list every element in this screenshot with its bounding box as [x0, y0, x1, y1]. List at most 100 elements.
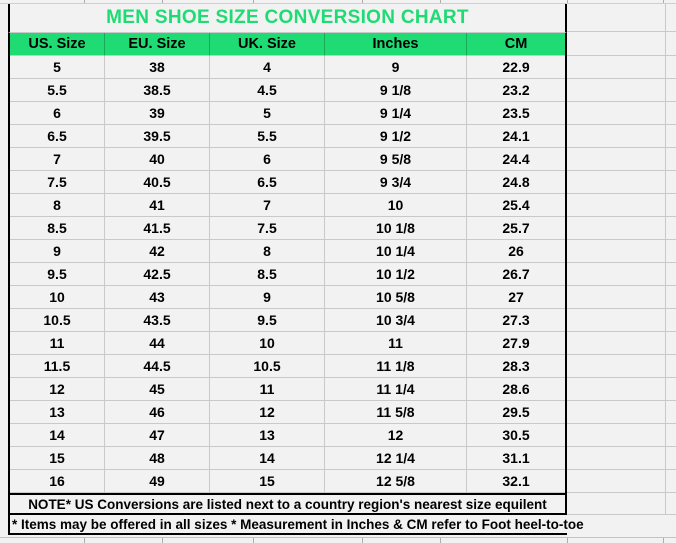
empty-cell: [567, 56, 676, 79]
table-cell: 43: [105, 286, 210, 309]
column-gridline-tick: [440, 538, 441, 543]
table-cell: 39.5: [105, 125, 210, 148]
table-cell: 12 5/8: [325, 470, 467, 493]
table-cell: 40: [105, 148, 210, 171]
empty-column: [567, 4, 676, 515]
table-cell: 12 1/4: [325, 447, 467, 470]
column-gridline-tick: [567, 0, 568, 3]
table-cell: 10.5: [10, 309, 105, 332]
note-text-2: * Items may be offered in all sizes * Me…: [12, 516, 584, 532]
table-cell: 27.9: [467, 332, 565, 355]
table-row: 6 39 5 9 1/4 23.5: [8, 102, 567, 125]
table-cell: 8.5: [210, 263, 325, 286]
table-cell: 5.5: [10, 79, 105, 102]
table-cell: 5: [10, 56, 105, 79]
bottom-row-sliver: [0, 535, 676, 543]
table-cell: 10.5: [210, 355, 325, 378]
table-cell: 38: [105, 56, 210, 79]
table-cell: 42.5: [105, 263, 210, 286]
table-cell: 10 1/2: [325, 263, 467, 286]
empty-cell: [567, 263, 676, 286]
table-cell: 9 1/8: [325, 79, 467, 102]
table-cell: 11: [10, 332, 105, 355]
table-cell: 11 5/8: [325, 401, 467, 424]
table-cell: 4.5: [210, 79, 325, 102]
column-header: UK. Size: [210, 33, 325, 56]
column-gridline-tick: [663, 538, 664, 543]
note-row-measurement: * Items may be offered in all sizes * Me…: [8, 515, 584, 535]
table-row: 10 43 9 10 5/8 27: [8, 286, 567, 309]
table-cell: 9: [210, 286, 325, 309]
row-gridline: [0, 537, 676, 538]
column-gridline-tick: [84, 538, 85, 543]
column-gridline-tick: [440, 0, 441, 3]
table-cell: 24.8: [467, 171, 565, 194]
table-row: 11 44 10 11 27.9: [8, 332, 567, 355]
table-cell: 13: [10, 401, 105, 424]
table-cell: 7: [210, 194, 325, 217]
table-cell: 9 5/8: [325, 148, 467, 171]
table-row: 15 48 14 12 1/4 31.1: [8, 447, 567, 470]
table-cell: 10 3/4: [325, 309, 467, 332]
table-cell: 25.7: [467, 217, 565, 240]
column-gridline-tick: [362, 0, 363, 3]
table-cell: 48: [105, 447, 210, 470]
conversion-table: MEN SHOE SIZE CONVERSION CHART US. Size E…: [8, 4, 584, 535]
empty-cell: [567, 332, 676, 355]
table-cell: 45: [105, 378, 210, 401]
table-cell: 10 5/8: [325, 286, 467, 309]
column-gridline-tick: [663, 0, 664, 3]
table-cell: 12: [210, 401, 325, 424]
table-cell: 9.5: [10, 263, 105, 286]
column-gridline-tick: [362, 538, 363, 543]
empty-cell: [567, 286, 676, 309]
table-cell: 22.9: [467, 56, 565, 79]
table-cell: 9: [10, 240, 105, 263]
table-cell: 4: [210, 56, 325, 79]
table-cell: 11 1/8: [325, 355, 467, 378]
empty-cell: [567, 401, 676, 424]
table-cell: 28.6: [467, 378, 565, 401]
column-gridline-tick: [567, 538, 568, 543]
table-cell: 29.5: [467, 401, 565, 424]
table-cell: 9: [325, 56, 467, 79]
empty-cell: [567, 309, 676, 332]
table-cell: 5.5: [210, 125, 325, 148]
table-cell: 10: [10, 286, 105, 309]
column-gridline-tick: [253, 0, 254, 3]
empty-cell: [567, 493, 676, 515]
table-cell: 24.4: [467, 148, 565, 171]
table-row: 8.5 41.5 7.5 10 1/8 25.7: [8, 217, 567, 240]
empty-cell: [567, 148, 676, 171]
table-cell: 27.3: [467, 309, 565, 332]
empty-cell: [567, 240, 676, 263]
table-cell: 16: [10, 470, 105, 493]
table-cell: 46: [105, 401, 210, 424]
table-cell: 9 1/2: [325, 125, 467, 148]
empty-cell: [567, 102, 676, 125]
table-row: 12 45 11 11 1/4 28.6: [8, 378, 567, 401]
empty-cell: [567, 32, 676, 56]
table-body: 5 38 4 9 22.9 5.5 38.5 4.5 9 1/8 23.2 6 39 5 9 1/4 23.…: [8, 56, 567, 493]
note-row-conversions: NOTE* US Conversions are listed next to …: [8, 493, 567, 515]
column-gridline-tick: [162, 0, 163, 3]
table-cell: 40.5: [105, 171, 210, 194]
table-cell: 9 3/4: [325, 171, 467, 194]
table-cell: 7: [10, 148, 105, 171]
empty-cell: [567, 355, 676, 378]
table-cell: 10: [210, 332, 325, 355]
table-cell: 44: [105, 332, 210, 355]
table-cell: 14: [210, 447, 325, 470]
column-header: US. Size: [10, 33, 105, 56]
table-cell: 6: [210, 148, 325, 171]
table-cell: 6.5: [10, 125, 105, 148]
empty-cell: [567, 447, 676, 470]
table-row: 10.5 43.5 9.5 10 3/4 27.3: [8, 309, 567, 332]
table-cell: 7.5: [210, 217, 325, 240]
table-cell: 26: [467, 240, 565, 263]
table-cell: 23.5: [467, 102, 565, 125]
empty-cell: [567, 470, 676, 493]
table-cell: 23.2: [467, 79, 565, 102]
table-row: 5.5 38.5 4.5 9 1/8 23.2: [8, 79, 567, 102]
